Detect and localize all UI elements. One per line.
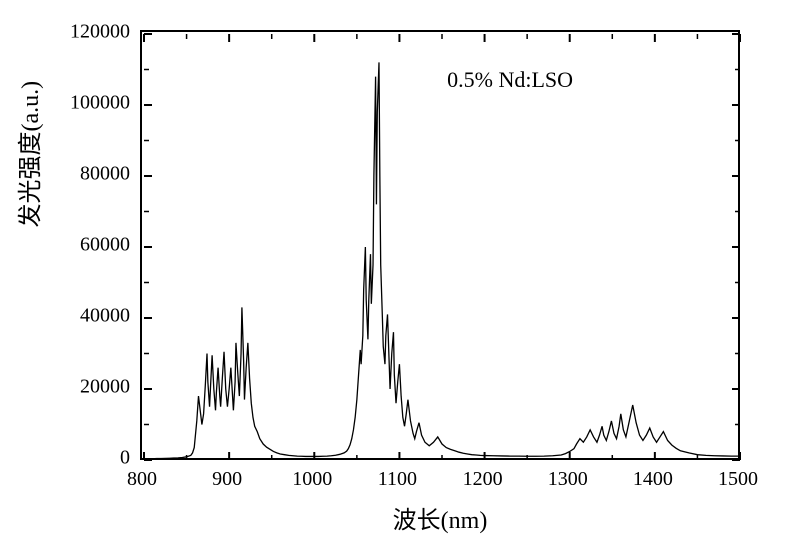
y-tick-label: 0 <box>40 447 130 470</box>
y-tick-label: 20000 <box>40 376 130 399</box>
plot-area: 0.5% Nd:LSO <box>140 30 740 460</box>
y-axis-title: 发光强度(a.u.) <box>10 81 45 228</box>
chart-annotation: 0.5% Nd:LSO <box>447 67 573 93</box>
y-tick-label: 40000 <box>40 305 130 328</box>
y-tick-label: 60000 <box>40 234 130 257</box>
y-tick-label: 100000 <box>40 92 130 115</box>
x-tick-label: 1000 <box>282 468 342 491</box>
x-tick-label: 1200 <box>453 468 513 491</box>
x-tick-label: 900 <box>197 468 257 491</box>
x-tick-label: 1300 <box>538 468 598 491</box>
x-tick-label: 1400 <box>623 468 683 491</box>
x-tick-label: 1500 <box>708 468 768 491</box>
x-axis-title: 波长(nm) <box>393 500 488 535</box>
y-tick-label: 80000 <box>40 163 130 186</box>
x-tick-label: 800 <box>112 468 172 491</box>
spectrum-svg <box>142 32 742 462</box>
spectrum-line <box>144 62 740 459</box>
figure: 0.5% Nd:LSO 0 20000 40000 60000 80000 100000 1… <box>0 0 800 551</box>
x-tick-label: 1100 <box>367 468 427 491</box>
y-tick-label: 120000 <box>40 21 130 44</box>
